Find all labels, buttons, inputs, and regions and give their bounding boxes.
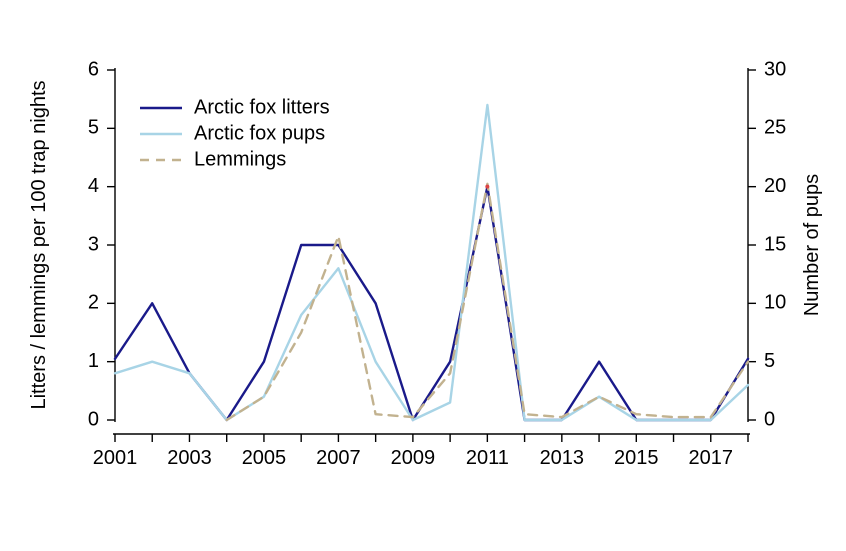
x-tick-label: 2009 <box>391 447 436 469</box>
x-tick-label: 2003 <box>167 447 212 469</box>
x-tick-label: 2007 <box>316 447 361 469</box>
y-right-axis-label: Number of pups <box>801 174 823 316</box>
y-left-tick-label: 0 <box>88 408 99 430</box>
y-right-tick-label: 5 <box>764 350 775 372</box>
x-tick-label: 2015 <box>614 447 659 469</box>
arctic-fox-chart: 0 1 2 3 4 5 6 Litters / lemmings per 100 trap n… <box>0 0 846 551</box>
x-tick-label: 2017 <box>689 447 734 469</box>
chart-svg: 0 1 2 3 4 5 6 Litters / lemmings per 100 trap n… <box>0 0 846 551</box>
legend-label-litters: Arctic fox litters <box>194 96 330 118</box>
y-right-tick-label: 20 <box>764 175 786 197</box>
legend-label-lemmings: Lemmings <box>194 148 286 170</box>
y-left-tick-label: 6 <box>88 58 99 80</box>
y-left-axis-label: Litters / lemmings per 100 trap nights <box>28 80 50 409</box>
peak-marker <box>485 185 489 189</box>
y-right-tick-label: 10 <box>764 292 786 314</box>
x-tick-label: 2013 <box>540 447 585 469</box>
y-left-tick-label: 2 <box>88 292 99 314</box>
y-right-tick-label: 15 <box>764 233 786 255</box>
y-right-tick-label: 0 <box>764 408 775 430</box>
y-right-tick-label: 25 <box>764 117 786 139</box>
x-tick-label: 2005 <box>242 447 287 469</box>
x-tick-label: 2001 <box>93 447 138 469</box>
legend-label-pups: Arctic fox pups <box>194 122 325 144</box>
y-left-tick-label: 4 <box>88 175 99 197</box>
y-right-tick-label: 30 <box>764 58 786 80</box>
y-left-tick-label: 5 <box>88 117 99 139</box>
x-tick-label: 2011 <box>466 447 509 469</box>
y-left-tick-label: 3 <box>88 233 99 255</box>
y-left-tick-label: 1 <box>88 350 99 372</box>
